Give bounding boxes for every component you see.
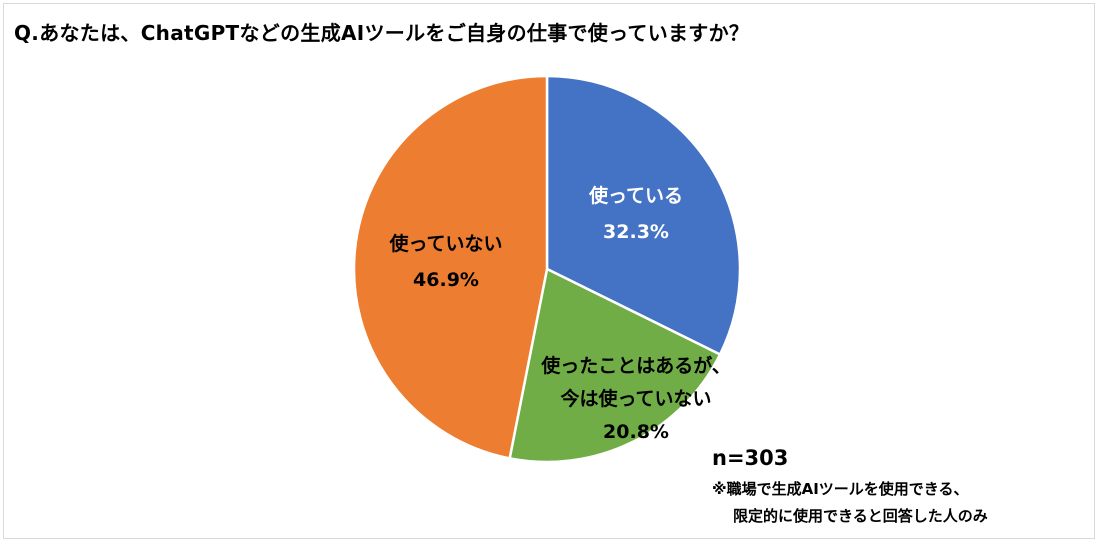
slice-using [545, 74, 742, 357]
note-line-2: 限定的に使用できると回答した人のみ [733, 507, 988, 525]
slice-label: 使っている 32.3% [588, 185, 683, 243]
note-line-1: ※職場で生成AIツールを使用できる、 [712, 480, 969, 498]
slice-used-before [508, 267, 722, 464]
slice-not-using [352, 74, 549, 460]
chart-title: Q.あなたは、ChatGPTなどの生成AIツールをご自身の仕事で使っていますか？ [14, 21, 750, 45]
slice-label: 使ったことはあるが、今は使っていない 20.8% [540, 354, 731, 443]
sample-note: n=303 ※職場で生成AIツールを使用できる、 限定的に使用できると回答した人… [712, 446, 988, 526]
sample-size: n=303 [712, 446, 789, 470]
slice-label: 使っていない 46.9% [388, 233, 502, 291]
